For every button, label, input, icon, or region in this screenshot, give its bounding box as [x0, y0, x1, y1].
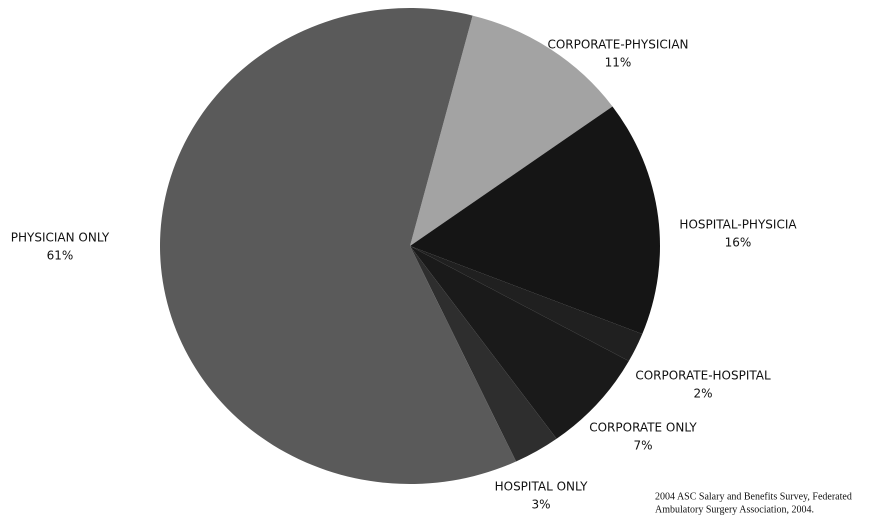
pie-slice — [410, 246, 629, 439]
slice-value: 16% — [725, 236, 752, 250]
pie-slice — [410, 106, 660, 334]
slice-label: HOSPITAL ONLY — [495, 480, 588, 494]
slice-label: CORPORATE ONLY — [589, 421, 697, 435]
slice-label: HOSPITAL-PHYSICIA — [679, 218, 797, 232]
pie-slice — [410, 15, 613, 247]
slice-value: 61% — [47, 249, 74, 263]
slice-label: CORPORATE-HOSPITAL — [635, 369, 771, 383]
pie-slice — [160, 7, 517, 484]
pie-slice — [410, 246, 557, 462]
slice-value: 11% — [605, 56, 632, 70]
slice-label: CORPORATE-PHYSICIAN — [547, 38, 688, 52]
slice-value: 2% — [693, 387, 712, 401]
slice-value: 7% — [633, 439, 652, 453]
slice-value: 3% — [531, 498, 550, 512]
pie-slice — [410, 246, 643, 362]
slice-label: PHYSICIAN ONLY — [11, 231, 110, 245]
source-note: 2004 ASC Salary and Benefits Survey, Fed… — [655, 491, 852, 502]
source-note: Ambulatory Surgery Association, 2004. — [655, 504, 814, 515]
